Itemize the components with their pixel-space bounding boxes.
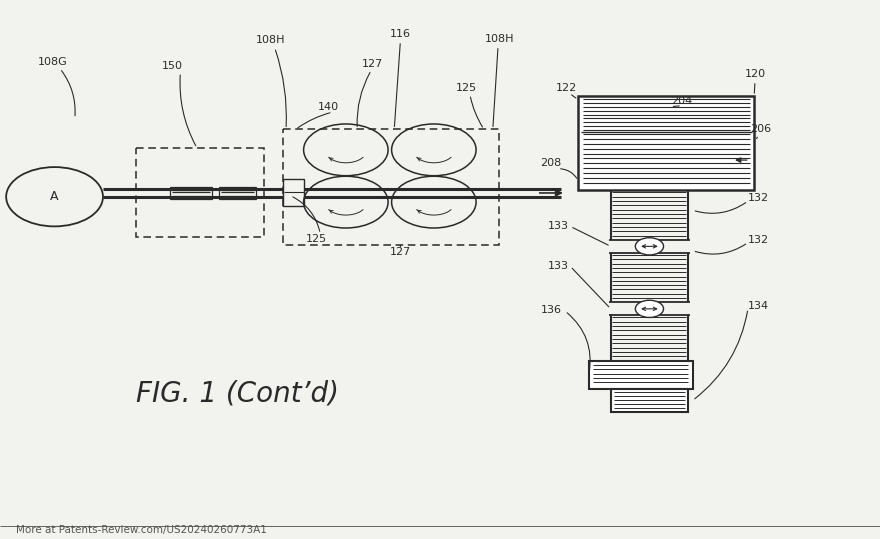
Text: 125: 125 bbox=[306, 234, 327, 244]
Text: 133: 133 bbox=[548, 261, 569, 271]
Bar bbox=[283, 129, 499, 245]
Text: 132: 132 bbox=[748, 194, 769, 203]
Text: 127: 127 bbox=[362, 59, 383, 68]
Text: 120: 120 bbox=[744, 70, 766, 79]
Text: 108H: 108H bbox=[485, 34, 515, 44]
Bar bbox=[589, 361, 693, 389]
Text: 116: 116 bbox=[390, 29, 411, 39]
Bar bbox=[170, 187, 212, 199]
Text: 150: 150 bbox=[162, 61, 183, 71]
Bar bbox=[219, 187, 256, 199]
Text: 122: 122 bbox=[556, 83, 577, 93]
Bar bbox=[578, 96, 754, 190]
Text: 140: 140 bbox=[318, 102, 339, 112]
Text: 133: 133 bbox=[548, 222, 569, 231]
Text: 108G: 108G bbox=[38, 57, 68, 67]
Text: 134: 134 bbox=[748, 301, 769, 311]
Bar bbox=[136, 148, 264, 237]
Text: 136: 136 bbox=[541, 305, 562, 315]
Circle shape bbox=[635, 238, 664, 255]
Text: 108H: 108H bbox=[256, 36, 286, 45]
Text: FIG. 1 (Cont’d): FIG. 1 (Cont’d) bbox=[136, 379, 339, 407]
Text: 206: 206 bbox=[750, 125, 771, 134]
Text: 204: 204 bbox=[671, 96, 693, 106]
Bar bbox=[283, 179, 304, 206]
Text: 127: 127 bbox=[390, 247, 411, 257]
Text: 132: 132 bbox=[748, 235, 769, 245]
Text: A: A bbox=[50, 190, 59, 203]
Text: More at Patents-Review.com/US20240260773A1: More at Patents-Review.com/US20240260773… bbox=[16, 526, 267, 535]
Text: 125: 125 bbox=[456, 83, 477, 93]
Text: 208: 208 bbox=[540, 158, 561, 168]
Bar bbox=[611, 389, 688, 412]
Circle shape bbox=[635, 300, 664, 317]
